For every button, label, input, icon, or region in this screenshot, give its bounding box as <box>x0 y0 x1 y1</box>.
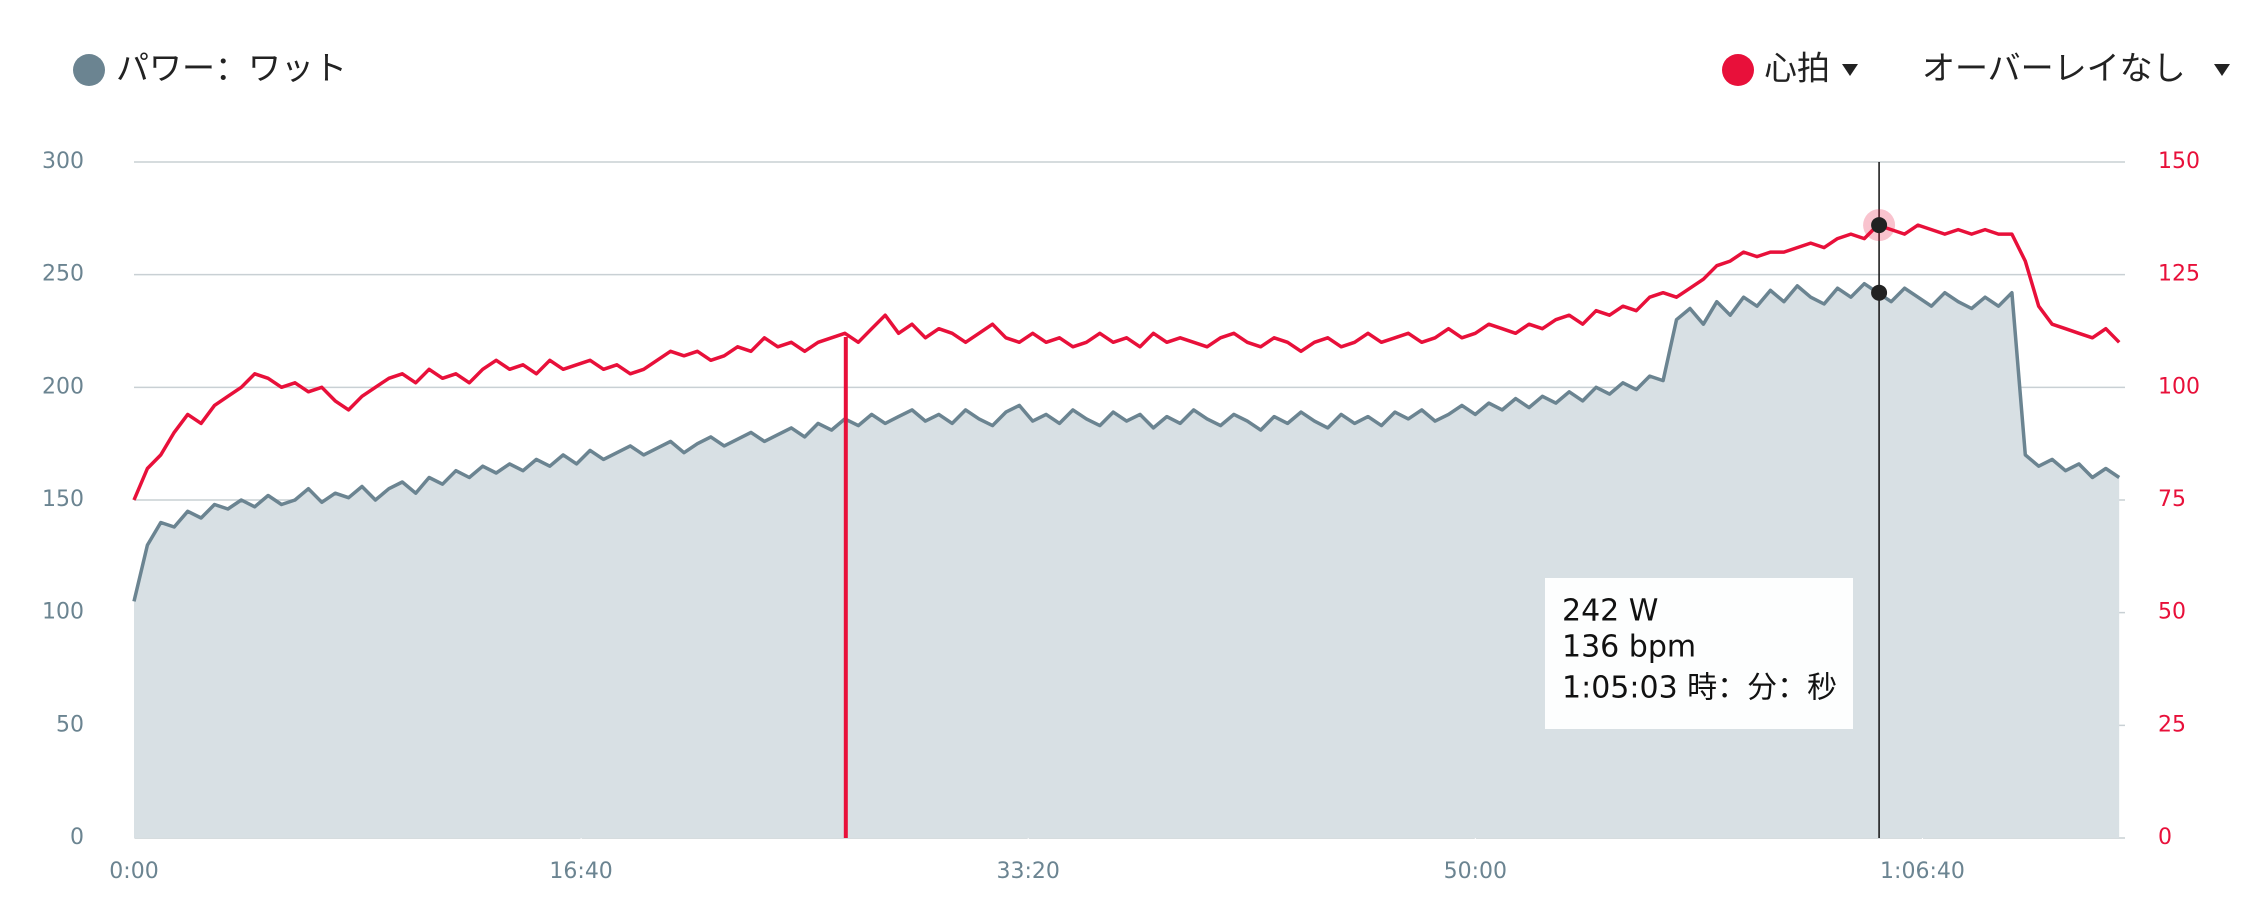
line <box>132 223 2121 501</box>
y2-tick-label: 50 <box>2158 600 2186 625</box>
y-tick-label: 0 <box>70 825 84 850</box>
tooltip-power: 242 W <box>1562 594 1658 629</box>
legend: パワー：ワット 心拍 オーバーレイなし <box>73 49 2230 88</box>
y-tick-label: 100 <box>42 600 84 625</box>
x-tick-label: 0:00 <box>109 859 158 884</box>
y-tick-label: 250 <box>42 262 84 287</box>
tooltip-box <box>1545 578 1853 729</box>
heart-rate-menu[interactable]: 心拍 <box>1722 49 1858 88</box>
tooltip-heart-rate: 136 bpm <box>1562 630 1696 665</box>
y2-tick-label: 0 <box>2158 825 2172 850</box>
x-tick-label: 33:20 <box>997 859 1060 884</box>
x-tick-label: 50:00 <box>1444 859 1507 884</box>
y2-tick-label: 75 <box>2158 487 2186 512</box>
y-tick-label: 50 <box>56 712 84 737</box>
line <box>132 281 2121 602</box>
legend-swatch <box>73 54 105 86</box>
x-tick-label: 1:06:40 <box>1880 859 1965 884</box>
overlay-menu[interactable]: オーバーレイなし <box>1922 49 2230 88</box>
legend-label: 心拍 <box>1764 49 1830 88</box>
y2-tick-label: 100 <box>2158 374 2200 399</box>
area <box>134 283 2120 838</box>
tooltip-time: 1:05:03 時：分：秒 <box>1562 671 1837 706</box>
overlay-label: オーバーレイなし <box>1922 49 2186 88</box>
y-tick-label: 300 <box>42 149 84 174</box>
y2-tick-label: 125 <box>2158 262 2200 287</box>
hover-dot <box>1871 284 1888 301</box>
hover-dot <box>1871 217 1888 234</box>
x-tick-label: 16:40 <box>549 859 612 884</box>
legend-label: パワー：ワット <box>116 49 347 88</box>
dropdown-arrow <box>2214 64 2230 76</box>
dropdown-arrow <box>1842 64 1858 76</box>
y-tick-label: 200 <box>42 374 84 399</box>
legend-swatch <box>1722 54 1754 86</box>
y-tick-label: 150 <box>42 487 84 512</box>
y2-tick-label: 25 <box>2158 712 2186 737</box>
y2-tick-label: 150 <box>2158 149 2200 174</box>
